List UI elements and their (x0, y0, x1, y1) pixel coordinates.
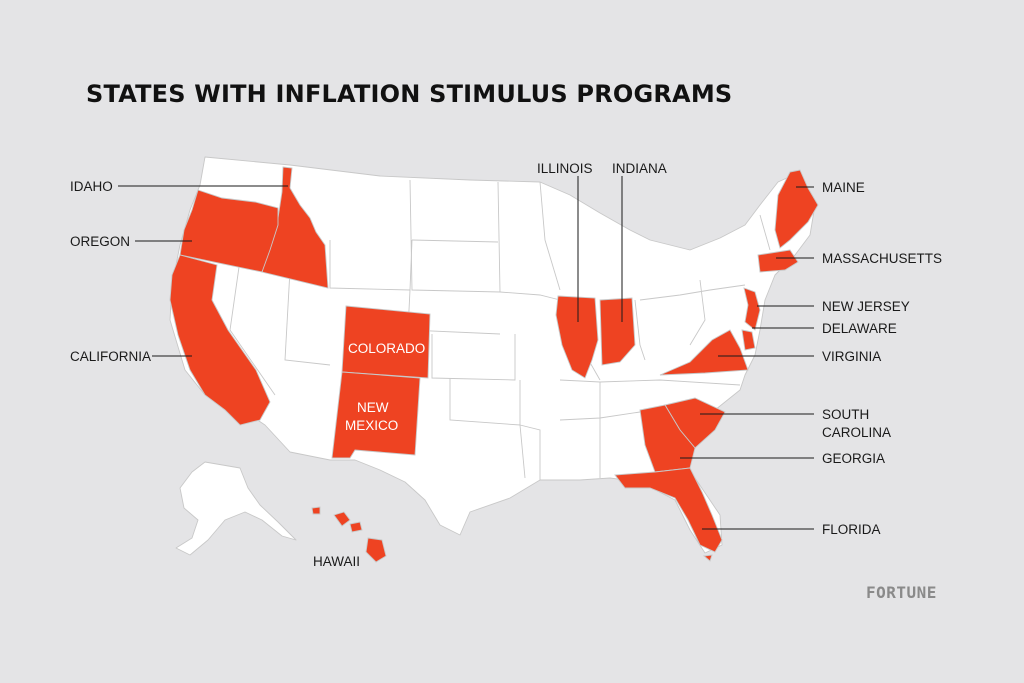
state-maine (774, 169, 819, 249)
label-virginia: VIRGINIA (822, 349, 881, 364)
state-illinois (555, 295, 599, 379)
label-massachusetts: MASSACHUSETTS (822, 251, 942, 266)
state-borders (229, 179, 771, 480)
label-south-carolina-line2: CAROLINA (822, 425, 891, 440)
label-oregon: OREGON (70, 234, 130, 249)
label-california: CALIFORNIA (70, 349, 151, 364)
label-maine: MAINE (822, 180, 865, 195)
label-colorado: COLORADO (348, 341, 425, 356)
state-florida (614, 467, 723, 553)
label-illinois: ILLINOIS (537, 161, 593, 176)
label-hawaii: HAWAII (313, 554, 360, 569)
state-massachusetts (757, 249, 799, 273)
label-delaware: DELAWARE (822, 321, 897, 336)
map-title: STATES WITH INFLATION STIMULUS PROGRAMS (86, 80, 733, 108)
alaska-base (175, 461, 297, 556)
fortune-logo: FORTUNE (866, 583, 937, 602)
label-new-mexico-line2: MEXICO (345, 418, 398, 433)
label-new-jersey: NEW JERSEY (822, 299, 910, 314)
state-hawaii-oahu (349, 521, 363, 533)
label-new-mexico-line1: NEW (357, 400, 389, 415)
state-indiana (599, 297, 636, 366)
state-california (169, 254, 271, 426)
label-florida: FLORIDA (822, 522, 881, 537)
leader-lines (118, 176, 814, 530)
state-virginia (659, 329, 749, 376)
label-indiana: INDIANA (612, 161, 667, 176)
state-hawaii-kauai (311, 506, 321, 515)
state-florida-keys (702, 554, 713, 562)
state-labels: IDAHO OREGON CALIFORNIA ILLINOIS INDIANA… (70, 161, 942, 569)
state-new-mexico (331, 371, 421, 459)
state-hawaii-maui (333, 511, 351, 527)
state-new-jersey (743, 287, 761, 331)
label-georgia: GEORGIA (822, 451, 885, 466)
state-oregon (179, 189, 279, 273)
state-delaware (741, 329, 756, 351)
highlighted-states (169, 166, 819, 563)
state-hawaii-big-island (365, 537, 387, 563)
label-south-carolina-line1: SOUTH (822, 407, 869, 422)
label-idaho: IDAHO (70, 179, 113, 194)
state-colorado (341, 305, 431, 379)
